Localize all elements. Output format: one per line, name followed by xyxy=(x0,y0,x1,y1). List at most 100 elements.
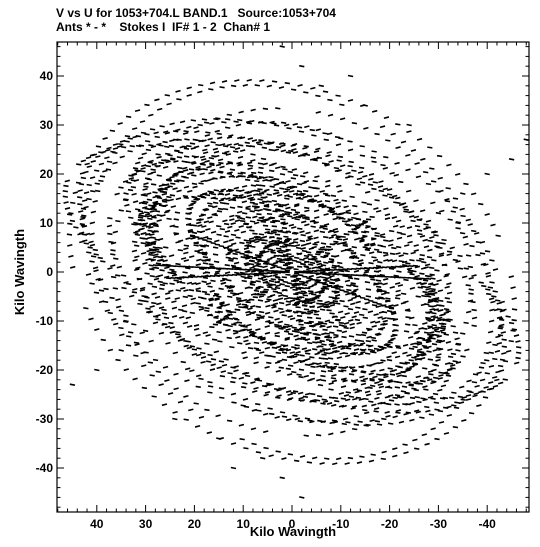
uv-point xyxy=(186,217,192,221)
uv-point xyxy=(321,343,327,346)
uv-point xyxy=(371,187,377,191)
uv-point xyxy=(200,245,206,248)
uv-point xyxy=(492,290,498,293)
uv-point xyxy=(431,297,437,301)
uv-point xyxy=(316,200,323,204)
uv-point xyxy=(213,260,220,263)
uv-point xyxy=(235,303,242,306)
uv-point xyxy=(401,374,407,378)
uv-point xyxy=(200,356,207,359)
uv-point xyxy=(237,155,244,159)
uv-point xyxy=(308,247,315,250)
uv-point xyxy=(229,218,235,222)
uv-point xyxy=(351,122,358,125)
uv-point xyxy=(348,395,355,398)
uv-point xyxy=(244,243,250,247)
uv-point xyxy=(392,323,398,327)
uv-point xyxy=(345,391,351,394)
uv-point xyxy=(257,254,264,258)
uv-point xyxy=(313,209,320,213)
uv-point xyxy=(402,443,408,446)
uv-point xyxy=(209,368,216,371)
uv-point xyxy=(473,231,480,235)
uv-point xyxy=(425,295,432,298)
uv-point xyxy=(373,361,380,365)
uv-point xyxy=(369,215,375,218)
uv-point xyxy=(289,244,296,247)
uv-point xyxy=(296,310,302,313)
uv-point xyxy=(331,286,337,289)
uv-point xyxy=(205,275,211,278)
uv-point xyxy=(256,314,262,317)
uv-point xyxy=(397,365,403,369)
uv-point xyxy=(110,150,116,154)
uv-point xyxy=(324,194,331,197)
uv-point xyxy=(240,219,246,223)
uv-point xyxy=(236,216,243,219)
uv-point xyxy=(282,259,288,262)
uv-point xyxy=(438,322,445,326)
uv-point xyxy=(351,290,357,294)
uv-point xyxy=(262,269,268,272)
uv-point xyxy=(190,202,196,206)
uv-point xyxy=(391,216,398,219)
uv-point xyxy=(293,361,299,365)
uv-point xyxy=(162,365,169,369)
uv-point xyxy=(209,121,215,125)
uv-point xyxy=(319,308,326,311)
uv-point xyxy=(127,150,133,153)
uv-point xyxy=(215,414,221,418)
uv-point xyxy=(270,221,276,224)
uv-point xyxy=(148,113,154,117)
uv-point xyxy=(193,235,200,239)
uv-point xyxy=(161,264,167,267)
uv-point xyxy=(338,391,345,395)
uv-point xyxy=(295,287,302,290)
uv-point xyxy=(281,314,287,317)
uv-point xyxy=(349,351,356,355)
uv-point xyxy=(438,189,444,193)
uv-point xyxy=(295,350,301,354)
uv-point xyxy=(388,304,394,308)
uv-point xyxy=(226,419,233,422)
uv-point xyxy=(248,333,255,337)
uv-point xyxy=(258,216,264,220)
uv-point xyxy=(492,357,498,361)
uv-point xyxy=(184,367,191,371)
uv-point xyxy=(257,277,264,280)
uv-point xyxy=(274,334,280,338)
uv-point xyxy=(400,390,407,393)
uv-point xyxy=(150,145,157,149)
uv-point xyxy=(422,322,428,325)
uv-point xyxy=(324,319,331,323)
uv-point xyxy=(362,408,368,412)
uv-point xyxy=(422,398,428,402)
uv-point xyxy=(162,165,169,169)
uv-point xyxy=(320,269,326,272)
uv-point xyxy=(112,147,119,150)
uv-point xyxy=(214,129,221,133)
uv-point xyxy=(68,212,74,215)
uv-point xyxy=(324,163,330,167)
uv-point xyxy=(90,190,96,193)
uv-point xyxy=(421,294,427,298)
uv-point xyxy=(233,186,240,190)
uv-point xyxy=(231,268,238,271)
uv-point xyxy=(346,273,353,276)
uv-point xyxy=(356,224,362,227)
x-tick-label: -40 xyxy=(479,517,497,531)
uv-point xyxy=(83,205,89,209)
y-axis-title: Kilo Wavingth xyxy=(12,229,27,315)
uv-point xyxy=(244,178,251,182)
uv-point xyxy=(271,122,277,125)
uv-point xyxy=(147,229,153,232)
uv-point xyxy=(311,134,317,137)
uv-point xyxy=(259,291,266,294)
uv-point xyxy=(195,167,201,171)
uv-point xyxy=(346,268,353,271)
uv-point xyxy=(264,230,270,234)
uv-point xyxy=(221,80,228,83)
uv-point xyxy=(218,267,224,270)
uv-point xyxy=(123,314,129,317)
uv-point xyxy=(377,185,384,188)
